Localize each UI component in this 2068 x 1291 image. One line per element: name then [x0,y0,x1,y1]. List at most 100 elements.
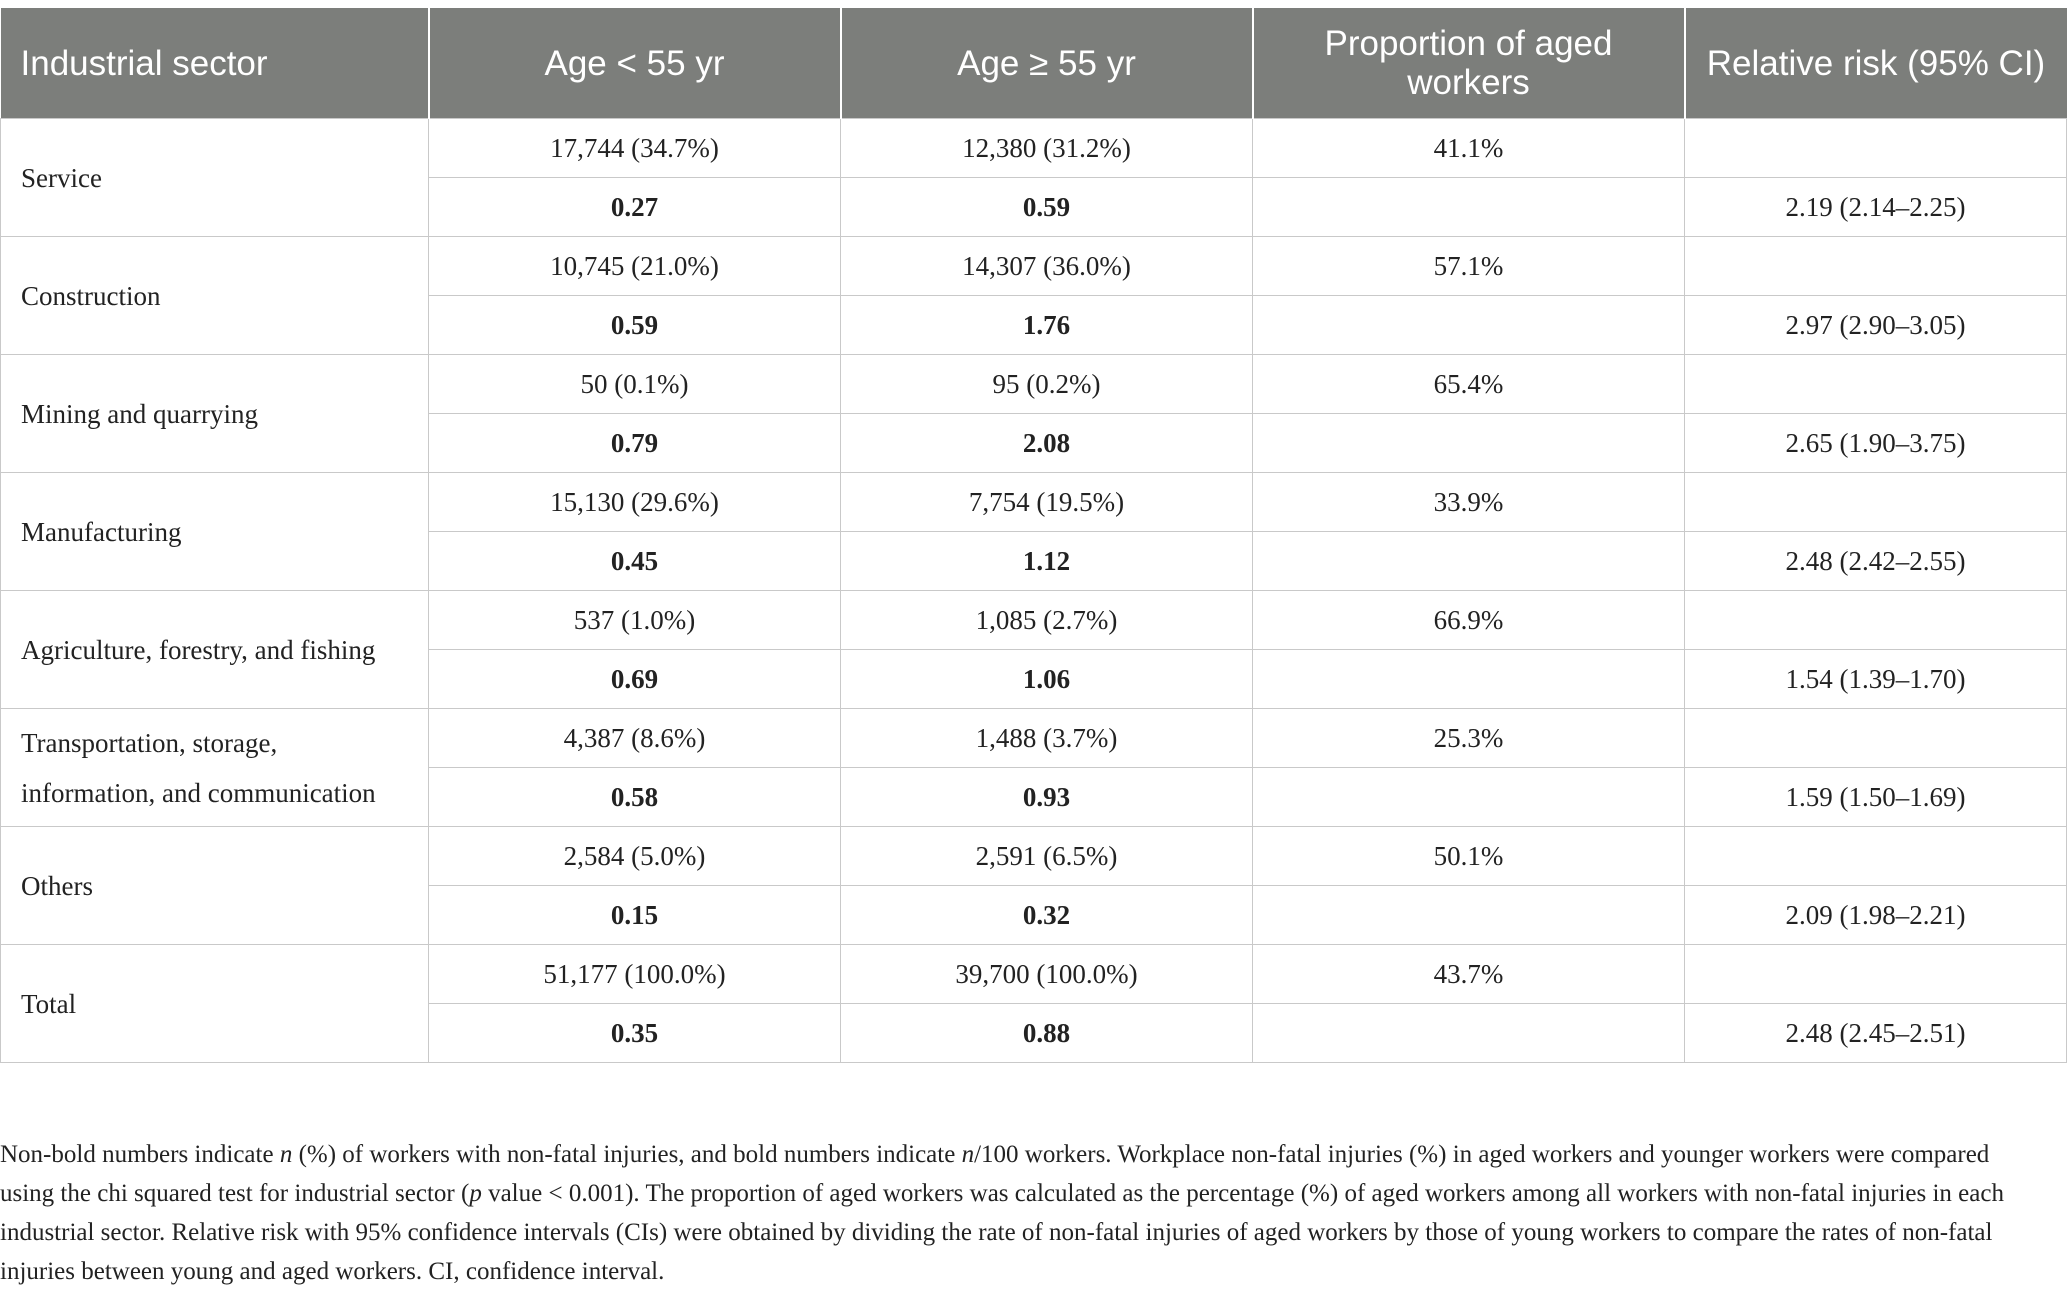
aged-rate-cell: 2.08 [840,413,1253,473]
aged-count-cell: 95 (0.2%) [840,354,1253,414]
table-row: 0.27 0.59 2.19 (2.14–2.25) [1,177,2067,237]
sector-name: Total [0,944,429,1063]
young-rate-cell: 0.15 [428,885,841,945]
aged-rate-cell: 1.76 [840,295,1253,355]
relative-risk-cell: 2.19 (2.14–2.25) [1684,177,2067,237]
empty-cell [1252,885,1685,945]
table-row: Agriculture, forestry, and fishing 537 (… [0,590,2067,709]
empty-cell [1684,118,2067,178]
table-row: 0.79 2.08 2.65 (1.90–3.75) [1,413,2067,473]
sector-name: Manufacturing [0,472,429,591]
proportion-cell: 25.3% [1252,708,1685,768]
young-count-cell: 51,177 (100.0%) [428,944,841,1004]
sector-name: Transportation, storage, information, an… [0,708,429,827]
table-row: 0.45 1.12 2.48 (2.42–2.55) [1,531,2067,591]
empty-cell [1684,236,2067,296]
empty-cell [1252,1003,1685,1063]
footnote-text: /100 workers. Workplace non-fatal injuri… [0,1141,1990,1207]
empty-cell [1684,708,2067,768]
table-row: Construction 10,745 (21.0%) 14,307 (36.0… [0,236,2067,355]
aged-rate-cell: 0.88 [840,1003,1253,1063]
table-row: 0.58 0.93 1.59 (1.50–1.69) [1,767,2067,827]
footnote-p-symbol: p [469,1180,482,1207]
aged-count-cell: 2,591 (6.5%) [840,826,1253,886]
young-count-cell: 15,130 (29.6%) [428,472,841,532]
young-rate-cell: 0.27 [428,177,841,237]
young-count-cell: 537 (1.0%) [428,590,841,650]
relative-risk-cell: 2.48 (2.45–2.51) [1684,1003,2067,1063]
relative-risk-cell: 1.59 (1.50–1.69) [1684,767,2067,827]
empty-cell [1684,826,2067,886]
empty-cell [1684,590,2067,650]
table-footnote: Non-bold numbers indicate n (%) of worke… [0,1135,2045,1291]
table-row: 0.69 1.06 1.54 (1.39–1.70) [1,649,2067,709]
empty-cell [1684,472,2067,532]
proportion-cell: 33.9% [1252,472,1685,532]
young-rate-cell: 0.45 [428,531,841,591]
header-relative-risk: Relative risk (95% CI) [1683,8,2067,119]
young-rate-cell: 0.35 [428,1003,841,1063]
aged-count-cell: 39,700 (100.0%) [840,944,1253,1004]
empty-cell [1252,295,1685,355]
header-industrial-sector: Industrial sector [0,8,429,119]
aged-rate-cell: 0.32 [840,885,1253,945]
aged-count-cell: 14,307 (36.0%) [840,236,1253,296]
proportion-cell: 65.4% [1252,354,1685,414]
table-row: Total 51,177 (100.0%) 39,700 (100.0%) 43… [0,944,2067,1063]
sector-name: Service [0,118,429,237]
sector-name: Mining and quarrying [0,354,429,473]
table-row: Manufacturing 15,130 (29.6%) 7,754 (19.5… [0,472,2067,591]
aged-rate-cell: 1.06 [840,649,1253,709]
proportion-cell: 50.1% [1252,826,1685,886]
aged-rate-cell: 1.12 [840,531,1253,591]
sector-name: Others [0,826,429,945]
empty-cell [1252,649,1685,709]
header-proportion-aged: Proportion of aged workers [1251,8,1685,119]
sector-name: Construction [0,236,429,355]
empty-cell [1252,177,1685,237]
proportion-cell: 41.1% [1252,118,1685,178]
footnote-n-symbol: n [961,1141,975,1168]
footnote-text: (%) of workers with non-fatal injuries, … [292,1141,962,1168]
young-count-cell: 50 (0.1%) [428,354,841,414]
young-count-cell: 10,745 (21.0%) [428,236,841,296]
relative-risk-cell: 2.48 (2.42–2.55) [1684,531,2067,591]
relative-risk-cell: 2.97 (2.90–3.05) [1684,295,2067,355]
header-row: Industrial sector Age < 55 yr Age ≥ 55 y… [0,8,2067,119]
aged-rate-cell: 0.59 [840,177,1253,237]
relative-risk-cell: 2.65 (1.90–3.75) [1684,413,2067,473]
header-age-55-plus: Age ≥ 55 yr [839,8,1253,119]
empty-cell [1684,354,2067,414]
injury-table: Industrial sector Age < 55 yr Age ≥ 55 y… [0,8,2067,1063]
table-row: Others 2,584 (5.0%) 2,591 (6.5%) 50.1% [0,826,2067,945]
aged-count-cell: 1,488 (3.7%) [840,708,1253,768]
proportion-cell: 57.1% [1252,236,1685,296]
young-count-cell: 17,744 (34.7%) [428,118,841,178]
young-rate-cell: 0.79 [428,413,841,473]
relative-risk-cell: 1.54 (1.39–1.70) [1684,649,2067,709]
young-rate-cell: 0.59 [428,295,841,355]
footnote-n-symbol: n [279,1141,293,1168]
relative-risk-cell: 2.09 (1.98–2.21) [1684,885,2067,945]
empty-cell [1684,944,2067,1004]
aged-count-cell: 7,754 (19.5%) [840,472,1253,532]
empty-cell [1252,531,1685,591]
header-age-under-55: Age < 55 yr [427,8,841,119]
table-row: Service 17,744 (34.7%) 12,380 (31.2%) 41… [0,118,2067,237]
aged-count-cell: 1,085 (2.7%) [840,590,1253,650]
sector-name: Agriculture, forestry, and fishing [0,590,429,709]
table-row: Transportation, storage, information, an… [0,708,2067,827]
footnote-text: Non-bold numbers indicate [0,1141,280,1168]
aged-rate-cell: 0.93 [840,767,1253,827]
table-row: 0.35 0.88 2.48 (2.45–2.51) [1,1003,2067,1063]
empty-cell [1252,767,1685,827]
proportion-cell: 43.7% [1252,944,1685,1004]
young-rate-cell: 0.69 [428,649,841,709]
table-row: 0.59 1.76 2.97 (2.90–3.05) [1,295,2067,355]
young-count-cell: 2,584 (5.0%) [428,826,841,886]
young-rate-cell: 0.58 [428,767,841,827]
empty-cell [1252,413,1685,473]
aged-count-cell: 12,380 (31.2%) [840,118,1253,178]
proportion-cell: 66.9% [1252,590,1685,650]
young-count-cell: 4,387 (8.6%) [428,708,841,768]
